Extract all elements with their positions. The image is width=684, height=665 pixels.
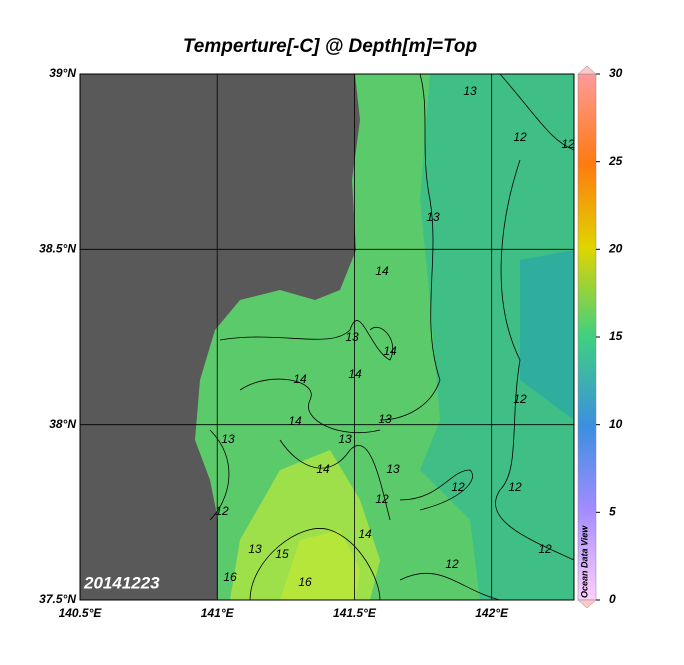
- ocean-warmest: [280, 530, 360, 600]
- contour-label: 12: [375, 492, 389, 506]
- contour-label: 13: [221, 432, 235, 446]
- contours: [209, 74, 574, 600]
- y-tick-label: 37.5°N: [39, 592, 76, 606]
- contour-label: 12: [513, 392, 527, 406]
- x-tick-label: 141.5°E: [333, 606, 377, 620]
- y-tick-label: 39°N: [49, 66, 76, 80]
- contour-label: 12: [451, 480, 465, 494]
- contour-label: 13: [463, 84, 477, 98]
- contour-label: 16: [298, 575, 312, 589]
- ocean-cold: [520, 250, 574, 420]
- contour-label: 12: [508, 480, 522, 494]
- contour-label: 12: [561, 137, 575, 151]
- x-tick-label: 142°E: [475, 606, 509, 620]
- contour-label: 13: [378, 412, 392, 426]
- contour-label: 12: [215, 504, 229, 518]
- contour-label: 14: [358, 527, 372, 541]
- land: [80, 74, 360, 600]
- map-area: [80, 74, 574, 600]
- colorbar-tick-label: 15: [609, 329, 623, 343]
- date-label: 20141223: [83, 573, 160, 592]
- x-tick-label: 140.5°E: [59, 606, 103, 620]
- contour-label: 14: [348, 367, 362, 381]
- contour-label: 12: [513, 130, 527, 144]
- colorbar-tick-label: 25: [608, 154, 623, 168]
- contour-label: 12: [445, 557, 459, 571]
- colorbar-tick-label: 10: [609, 417, 623, 431]
- colorbar: [577, 73, 597, 601]
- contour-label: 14: [383, 344, 397, 358]
- colorbar-tick-label: 5: [609, 505, 616, 519]
- x-tick-label: 141°E: [201, 606, 235, 620]
- contour-label: 15: [275, 547, 289, 561]
- y-tick-label: 38.5°N: [39, 242, 76, 256]
- ocean-cool: [420, 74, 574, 600]
- colorbar-tick-label: 30: [609, 66, 623, 80]
- contour-label: 13: [248, 542, 262, 556]
- colorbar-tick-label: 20: [608, 242, 623, 256]
- contour-label: 14: [293, 372, 307, 386]
- colorbar-tick-label: 0: [609, 592, 616, 606]
- contour-label: 14: [375, 264, 389, 278]
- contour-label: 14: [288, 414, 302, 428]
- map-title: Temperture[-C] @ Depth[m]=Top: [183, 36, 477, 57]
- contour-label: 12: [538, 542, 552, 556]
- contour-label: 16: [223, 570, 237, 584]
- colorbar-watermark: Ocean Data View: [579, 525, 589, 598]
- contour-label: 13: [345, 330, 359, 344]
- colorbar-caps: [577, 65, 597, 609]
- y-tick-label: 38°N: [49, 417, 76, 431]
- contour-label: 14: [316, 462, 330, 476]
- contour-label: 13: [338, 432, 352, 446]
- contour-label: 13: [386, 462, 400, 476]
- contour-label: 13: [426, 210, 440, 224]
